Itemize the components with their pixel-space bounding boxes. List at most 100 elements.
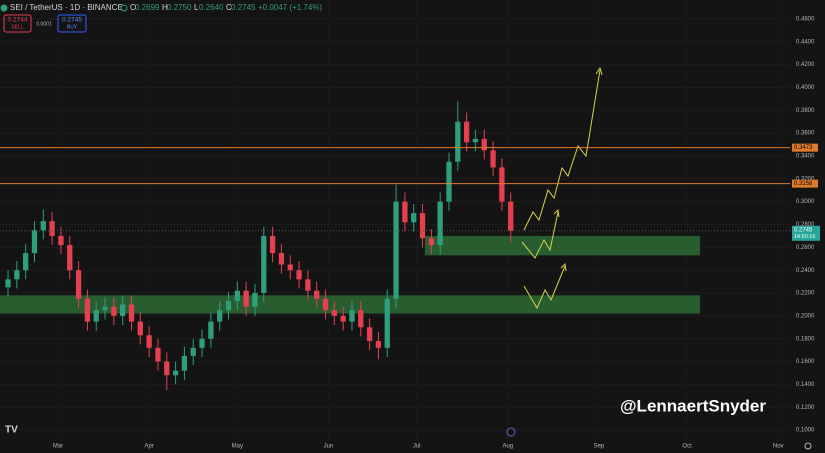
- x-tick-label: Jul: [413, 444, 421, 450]
- candle-body: [190, 347, 196, 356]
- candle-body: [31, 230, 38, 254]
- candle-body: [49, 221, 55, 236]
- y-tick-label: 0.4600: [796, 17, 815, 23]
- candle-body: [419, 213, 426, 239]
- candle-body: [269, 235, 276, 254]
- ohlc-letter: L: [194, 3, 199, 12]
- candle-body: [146, 335, 152, 348]
- y-tick-label: 0.1000: [796, 428, 815, 434]
- ohlc-value: 0.2750: [167, 3, 192, 12]
- candle-body: [225, 301, 232, 311]
- sell-button[interactable]: [3, 14, 32, 33]
- zone: [0, 295, 701, 314]
- candle-body: [455, 121, 461, 162]
- x-tick-label: Sep: [594, 444, 605, 450]
- last-price-tag: [792, 225, 820, 241]
- y-tick-label: 0.2200: [796, 291, 815, 297]
- candle-body: [128, 304, 135, 322]
- arrow-head: [595, 66, 603, 76]
- y-tick-label: 0.3800: [796, 108, 815, 114]
- level-tag: [792, 143, 818, 152]
- candle-body: [305, 279, 311, 291]
- candle-body: [93, 310, 99, 322]
- y-tick-label: 0.1400: [796, 382, 815, 388]
- ohlc-value: 0.2699: [135, 3, 160, 12]
- x-tick-label: Oct: [682, 444, 692, 450]
- candle-body: [208, 321, 214, 339]
- candle-body: [508, 201, 514, 231]
- candle-body: [296, 270, 302, 280]
- y-tick-label: 0.4200: [796, 62, 815, 68]
- level-tag: [792, 179, 818, 188]
- y-tick-label: 0.4000: [796, 85, 815, 91]
- ohlc-letter: H: [162, 3, 168, 12]
- candle-body: [331, 310, 337, 316]
- y-tick-label: 0.1200: [796, 405, 815, 411]
- buy-label: BUY: [67, 24, 78, 30]
- watermark: @LennaertSnyder: [620, 396, 766, 415]
- candle-body: [490, 150, 496, 168]
- candle-body: [472, 138, 479, 143]
- ohlc-change: +0.0047 (+1.74%): [258, 3, 322, 12]
- candle-body: [393, 201, 399, 299]
- y-tick-label: 0.3000: [796, 199, 815, 205]
- projection-path: [521, 211, 559, 259]
- y-tick-label: 0.2400: [796, 268, 815, 274]
- y-tick-label: 0.2000: [796, 313, 815, 319]
- y-tick-label: 0.3400: [796, 154, 815, 160]
- candle-body: [314, 290, 320, 299]
- x-tick-label: Nov: [773, 444, 784, 450]
- candle-body: [499, 167, 505, 202]
- candle-body: [155, 347, 161, 362]
- tv-logo: TV: [5, 425, 18, 436]
- ohlc-letter: O: [130, 3, 136, 12]
- level-label: 0.3158: [794, 181, 813, 187]
- plot: [0, 101, 701, 391]
- y-tick-label: 0.3600: [796, 131, 815, 137]
- y-tick-label: 0.1600: [796, 359, 815, 365]
- candle-body: [75, 270, 82, 299]
- candle-body: [463, 121, 470, 143]
- candle-body: [172, 370, 179, 376]
- candle-body: [58, 235, 64, 246]
- candle-body: [402, 201, 408, 223]
- ohlc-value: 0.2640: [199, 3, 224, 12]
- x-tick-label: May: [232, 444, 243, 450]
- candle-body: [243, 290, 249, 307]
- y-tick-label: 0.3200: [796, 176, 815, 182]
- settings-icon[interactable]: [804, 442, 812, 450]
- symbol-icon: [0, 4, 8, 12]
- candle-body: [102, 306, 108, 311]
- status-dot: [120, 4, 128, 12]
- candle-body: [261, 235, 267, 294]
- projections: [521, 66, 603, 310]
- candle-body: [358, 310, 364, 328]
- buy-button[interactable]: [57, 14, 87, 33]
- candle-body: [287, 264, 293, 271]
- candle-body: [84, 298, 91, 322]
- x-tick-label: Jun: [324, 444, 334, 450]
- level-label: 0.3473: [794, 145, 813, 151]
- candle-body: [137, 321, 143, 336]
- candle-body: [199, 338, 205, 348]
- candle-body: [428, 238, 434, 246]
- candle-body: [111, 306, 117, 316]
- x-tick-label: Apr: [144, 444, 153, 450]
- candle-body: [67, 245, 73, 271]
- candle-body: [23, 253, 29, 271]
- x-tick-label: Aug: [502, 444, 513, 450]
- spread: 0.0001: [36, 21, 52, 27]
- projection-path: [523, 265, 566, 310]
- candle-body: [181, 355, 188, 371]
- countdown: 14:50:16: [794, 234, 815, 240]
- candle-body: [411, 213, 417, 223]
- candle-body: [375, 340, 382, 348]
- projection-path: [523, 69, 601, 231]
- candle-body: [384, 298, 390, 348]
- event-icon[interactable]: [506, 427, 516, 437]
- arrow-head: [553, 208, 560, 218]
- candle-body: [234, 290, 240, 302]
